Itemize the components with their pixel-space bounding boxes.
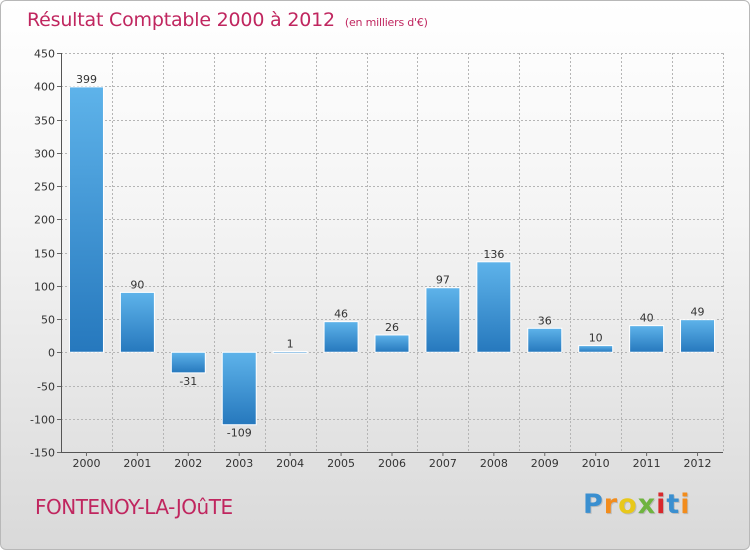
value-label-2003: -109: [227, 427, 252, 440]
value-label-2011: 40: [640, 312, 654, 325]
y-tick-label: 150: [34, 248, 55, 261]
bar-2009[interactable]: [527, 327, 563, 353]
value-label-2007: 97: [436, 274, 450, 287]
proxiti-logo[interactable]: Proxiti: [583, 489, 691, 520]
bar-2004[interactable]: [272, 351, 308, 354]
label-layer: -150 -100 -50 0 50 100 150 200 250 300 350 400 450 20…: [30, 48, 712, 471]
logo-letter: o: [618, 489, 638, 520]
y-tick-label: -100: [30, 414, 55, 427]
bar-2011[interactable]: [629, 325, 665, 353]
value-label-2004: 1: [287, 338, 294, 351]
x-tick-label: 2007: [429, 457, 457, 470]
logo-letter: x: [637, 489, 657, 520]
bar-2003[interactable]: [221, 351, 257, 426]
x-tick-label: 2002: [174, 457, 202, 470]
y-tick-label: 450: [34, 48, 55, 61]
value-label-2010: 10: [589, 332, 603, 345]
title-unit: (en milliers d'€): [344, 16, 428, 29]
bar-2002[interactable]: [170, 351, 206, 374]
logo-letter: P: [583, 489, 604, 520]
x-tick-label: 2001: [123, 457, 151, 470]
bar-layer: [68, 86, 716, 426]
y-tick-label: 200: [34, 214, 55, 227]
x-tick-label: 2004: [276, 457, 304, 470]
bar-2000[interactable]: [68, 86, 104, 353]
title-text: Résultat Comptable 2000 à 2012: [27, 9, 335, 31]
value-label-2008: 136: [483, 248, 504, 261]
y-tick-label: -150: [30, 447, 55, 460]
y-tick-label: 250: [34, 181, 55, 194]
value-label-2001: 90: [130, 278, 144, 291]
bar-2010[interactable]: [578, 345, 614, 353]
y-tick-label: 100: [34, 281, 55, 294]
value-label-2005: 46: [334, 308, 348, 321]
value-label-2000: 399: [76, 73, 97, 86]
bar-2006[interactable]: [374, 334, 410, 353]
chart-title: Résultat Comptable 2000 à 2012 (en millie…: [27, 9, 428, 31]
x-tick-label: 2006: [378, 457, 406, 470]
y-tick-label: 300: [34, 148, 55, 161]
logo-letter: i: [656, 489, 667, 520]
logo-letter: r: [603, 489, 619, 520]
town-name: FONTENOY-LA-JOûTE: [35, 495, 233, 519]
x-tick-label: 2010: [582, 457, 610, 470]
value-label-2012: 49: [691, 306, 705, 319]
y-tick-label: 350: [34, 115, 55, 128]
x-tick-label: 2005: [327, 457, 355, 470]
y-tick-label: 400: [34, 81, 55, 94]
axis-layer: [57, 53, 723, 456]
value-label-2002: -31: [179, 375, 197, 388]
y-tick-label: 50: [41, 314, 55, 327]
bar-2001[interactable]: [119, 291, 155, 353]
grid-layer: [61, 53, 724, 453]
bar-2005[interactable]: [323, 321, 359, 353]
value-label-2006: 26: [385, 321, 399, 334]
y-tick-label: 0: [48, 347, 55, 360]
x-tick-label: 2009: [531, 457, 559, 470]
x-tick-label: 2000: [72, 457, 100, 470]
bar-2012[interactable]: [680, 319, 716, 353]
x-tick-label: 2008: [480, 457, 508, 470]
x-tick-label: 2003: [225, 457, 253, 470]
bar-2008[interactable]: [476, 261, 512, 353]
y-tick-label: -50: [37, 381, 55, 394]
x-tick-label: 2011: [633, 457, 661, 470]
x-tick-label: 2012: [684, 457, 712, 470]
bar-2007[interactable]: [425, 287, 461, 353]
logo-letter: t: [666, 489, 681, 520]
logo-letter: i: [680, 489, 691, 520]
value-label-2009: 36: [538, 314, 552, 327]
